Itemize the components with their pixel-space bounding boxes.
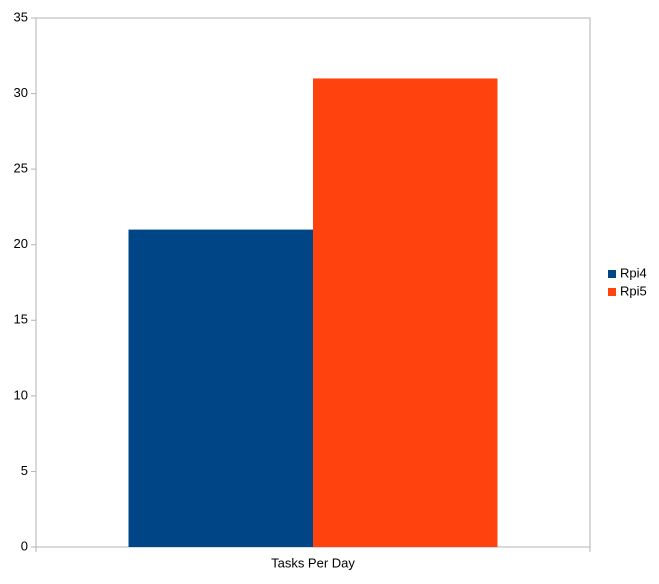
y-tick-label: 5 (21, 463, 28, 478)
legend-swatch (608, 270, 616, 278)
y-tick-label: 25 (14, 161, 28, 176)
legend-label: Rpi4 (620, 265, 647, 280)
bar (128, 229, 313, 547)
y-tick-label: 15 (14, 312, 28, 327)
y-tick-label: 30 (14, 85, 28, 100)
y-tick-label: 0 (21, 538, 28, 553)
y-tick-label: 20 (14, 236, 28, 251)
bar (313, 78, 498, 547)
legend-swatch (608, 288, 616, 296)
y-tick-label: 35 (14, 9, 28, 24)
y-tick-label: 10 (14, 387, 28, 402)
legend-label: Rpi5 (620, 283, 647, 298)
x-tick-label: Tasks Per Day (271, 555, 355, 570)
